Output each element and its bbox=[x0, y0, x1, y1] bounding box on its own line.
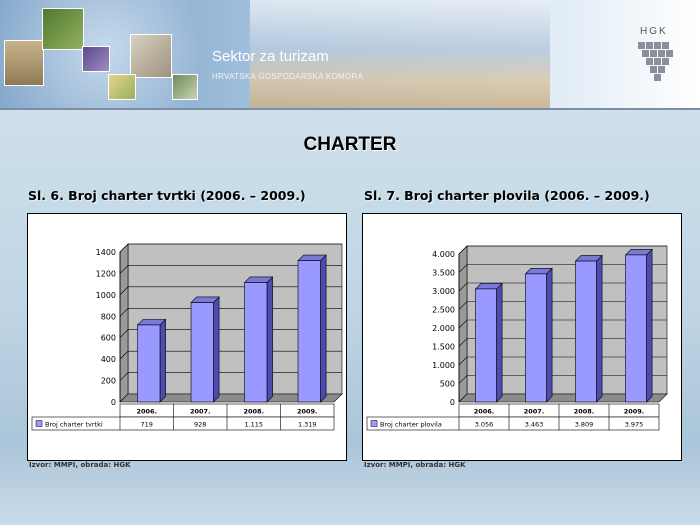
y-tick-label: 1000 bbox=[96, 291, 116, 300]
bar bbox=[244, 282, 268, 403]
photo-statue bbox=[130, 34, 172, 78]
x-category-label: 2008. bbox=[574, 408, 595, 416]
legend-swatch bbox=[370, 420, 378, 427]
bar bbox=[297, 260, 321, 403]
legend-label: Broj charter plovila bbox=[380, 421, 442, 429]
legend-swatch bbox=[35, 420, 43, 427]
y-tick-label: 3.500 bbox=[432, 269, 455, 278]
bar bbox=[625, 254, 647, 403]
x-category-label: 2007. bbox=[190, 408, 211, 416]
y-tick-label: 1200 bbox=[96, 269, 116, 278]
chart1-caption: Sl. 6. Broj charter tvrtki (2006. – 2009… bbox=[28, 188, 306, 203]
bar bbox=[575, 260, 597, 403]
bar-side bbox=[596, 254, 603, 403]
bar-side bbox=[213, 296, 220, 403]
y-tick-label: 1.500 bbox=[432, 343, 455, 352]
data-label: 3.056 bbox=[475, 421, 494, 429]
page-title: CHARTER bbox=[303, 134, 397, 155]
y-tick-label: 0 bbox=[450, 398, 455, 407]
y-tick-label: 1400 bbox=[96, 248, 116, 257]
bar-side bbox=[496, 282, 503, 403]
plot-side-wall bbox=[119, 243, 129, 403]
y-tick-label: 0 bbox=[111, 398, 116, 407]
bar bbox=[190, 302, 214, 403]
photo-buildings bbox=[4, 40, 44, 86]
hgk-logo-text: HGK bbox=[640, 26, 668, 37]
y-tick-label: 3.000 bbox=[432, 287, 455, 296]
y-tick-label: 500 bbox=[440, 380, 455, 389]
data-label: 928 bbox=[194, 421, 206, 429]
y-tick-label: 600 bbox=[101, 334, 116, 343]
banner-title: Sektor za turizam bbox=[212, 48, 329, 65]
chart2-panel: 0 500 1.000 1.500 2.000 2.500 3.000 3.500 4.000 2… bbox=[362, 213, 682, 461]
header-separator bbox=[0, 108, 700, 110]
data-label: 3.463 bbox=[525, 421, 544, 429]
table-data-row bbox=[366, 416, 660, 431]
gridline bbox=[458, 245, 667, 255]
x-category-label: 2008. bbox=[243, 408, 264, 416]
gridline bbox=[119, 265, 342, 274]
bar bbox=[475, 288, 497, 403]
bar-side bbox=[646, 248, 653, 403]
bar bbox=[137, 324, 161, 403]
table-data-row bbox=[31, 416, 335, 431]
chart2-source: Izvor: MMPI, obrada: HGK bbox=[364, 461, 466, 469]
header-banner: Sektor za turizam HRVATSKA GOSPODARSKA K… bbox=[0, 0, 700, 108]
bar-side bbox=[546, 267, 553, 403]
x-category-label: 2009. bbox=[624, 408, 645, 416]
gridline bbox=[119, 243, 342, 253]
legend-label: Broj charter tvrtki bbox=[45, 421, 103, 429]
x-category-label: 2007. bbox=[524, 408, 545, 416]
x-category-label: 2006. bbox=[136, 408, 157, 416]
data-label: 719 bbox=[141, 421, 153, 429]
y-tick-label: 2.000 bbox=[432, 324, 455, 333]
banner-subtitle: HRVATSKA GOSPODARSKA KOMORA bbox=[212, 72, 364, 81]
y-tick-label: 200 bbox=[101, 377, 116, 386]
chart1-source: Izvor: MMPI, obrada: HGK bbox=[29, 461, 131, 469]
beach-runners-photo bbox=[250, 0, 550, 108]
bar-side bbox=[266, 276, 273, 403]
photo-house bbox=[108, 74, 136, 100]
y-tick-label: 400 bbox=[101, 355, 116, 364]
bar bbox=[525, 273, 547, 403]
y-tick-label: 2.500 bbox=[432, 306, 455, 315]
chart1-svg: 0 200 400 600 800 1000 1200 1400 2006. 719 2007. 92… bbox=[31, 243, 343, 431]
photo-landscape bbox=[172, 74, 198, 100]
y-tick-label: 800 bbox=[101, 312, 116, 321]
chart2-svg: 0 500 1.000 1.500 2.000 2.500 3.000 3.500 4.000 2… bbox=[366, 245, 668, 431]
data-label: 3.975 bbox=[625, 421, 644, 429]
x-category-label: 2006. bbox=[474, 408, 495, 416]
y-tick-label: 1.000 bbox=[432, 361, 455, 370]
photo-grapes bbox=[82, 46, 110, 72]
data-label: 1.319 bbox=[298, 421, 317, 429]
chart1-panel: 0 200 400 600 800 1000 1200 1400 2006. 719 2007. 92… bbox=[27, 213, 347, 461]
bar-side bbox=[159, 318, 166, 403]
chart2-caption: Sl. 7. Broj charter plovila (2006. – 200… bbox=[364, 188, 650, 203]
x-category-label: 2009. bbox=[297, 408, 318, 416]
photo-vineyard bbox=[42, 8, 84, 50]
y-tick-label: 4.000 bbox=[432, 250, 455, 259]
data-label: 1.115 bbox=[244, 421, 263, 429]
hgk-logo-icon bbox=[638, 42, 673, 81]
bar-side bbox=[320, 254, 327, 403]
data-label: 3.809 bbox=[575, 421, 594, 429]
